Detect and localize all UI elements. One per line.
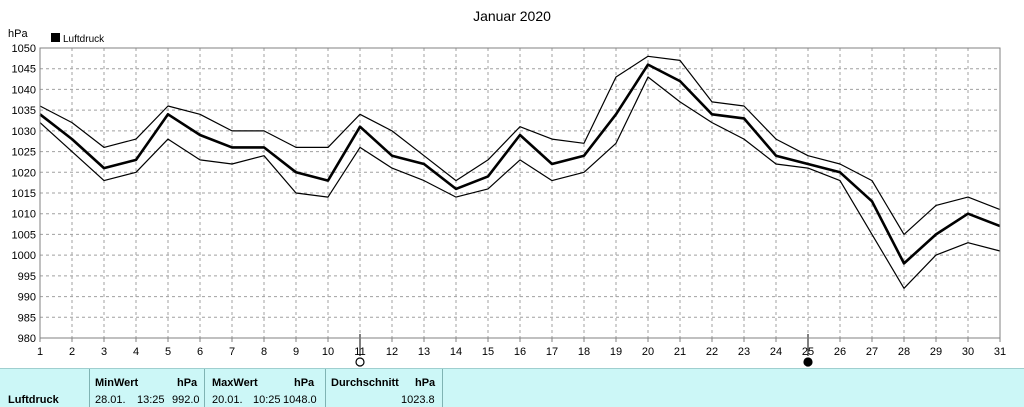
min-cell: MinWert hPa 28.01. 13:25 992.0 — [89, 369, 205, 407]
y-tick-label: 1015 — [12, 188, 36, 200]
y-tick-label: 980 — [18, 333, 36, 345]
x-tick-label: 2 — [69, 346, 75, 358]
x-tick-label: 18 — [578, 346, 590, 358]
min-header: MinWert — [95, 377, 139, 389]
x-tick-label: 16 — [514, 346, 526, 358]
x-tick-label: 10 — [322, 346, 334, 358]
x-tick-label: 29 — [930, 346, 942, 358]
max-time: 10:25 — [253, 394, 281, 406]
min-date: 28.01. — [95, 394, 126, 406]
full-moon-icon — [355, 357, 365, 367]
max-unit: hPa — [294, 377, 315, 389]
stats-panel: Luftdruck MinWert hPa 28.01. 13:25 992.0… — [0, 368, 1024, 407]
x-tick-label: 31 — [994, 346, 1006, 358]
max-date: 20.01. — [212, 394, 243, 406]
y-axis-label: hPa — [8, 28, 28, 40]
x-tick-label: 28 — [898, 346, 910, 358]
x-tick-label: 3 — [101, 346, 107, 358]
x-tick-label: 7 — [229, 346, 235, 358]
x-tick-label: 6 — [197, 346, 203, 358]
max-header: MaxWert — [212, 377, 258, 389]
x-tick-label: 21 — [674, 346, 686, 358]
pressure-chart: Januar 2020 hPa Luftdruck 98098599099510… — [8, 8, 1006, 367]
y-tick-label: 1010 — [12, 209, 36, 221]
series-line-upper — [39, 55, 1001, 235]
x-tick-label: 26 — [834, 346, 846, 358]
x-tick-label: 17 — [546, 346, 558, 358]
x-tick-label: 4 — [133, 346, 139, 358]
x-tick-label: 1 — [37, 346, 43, 358]
max-value: 1048.0 — [283, 394, 317, 406]
x-tick-label: 9 — [293, 346, 299, 358]
x-tick-label: 5 — [165, 346, 171, 358]
y-ticks: 980 985 990 995 1000 1005 1010 1015 1020 1025 1030… — [12, 43, 36, 345]
chart-title: Januar 2020 — [473, 8, 551, 24]
y-tick-label: 1020 — [12, 167, 36, 179]
x-tick-label: 14 — [450, 346, 462, 358]
stats-row-label: Luftdruck — [8, 394, 59, 406]
y-tick-label: 985 — [18, 312, 36, 324]
y-tick-label: 1040 — [12, 84, 36, 96]
x-tick-label: 22 — [706, 346, 718, 358]
y-tick-label: 1035 — [12, 105, 36, 117]
x-tick-label: 30 — [962, 346, 974, 358]
legend-swatch — [51, 33, 60, 42]
max-cell: MaxWert hPa 20.01. 10:25 1048.0 — [204, 369, 326, 407]
x-ticks: 1 2 3 4 5 6 7 8 9 10 11 12 13 14 15 16 17 18 19 20 21 22 23 24 2… — [37, 338, 1006, 358]
x-tick-label: 15 — [482, 346, 494, 358]
legend-label: Luftdruck — [63, 34, 105, 45]
grid — [40, 48, 1000, 338]
y-tick-label: 995 — [18, 271, 36, 283]
series-line-mean — [39, 63, 1001, 265]
y-tick-label: 1030 — [12, 126, 36, 138]
min-time: 13:25 — [137, 394, 165, 406]
avg-cell: Durchschnitt hPa 1023.8 — [325, 369, 443, 407]
y-tick-label: 1005 — [12, 229, 36, 241]
avg-unit: hPa — [415, 377, 436, 389]
min-unit: hPa — [177, 377, 198, 389]
y-tick-label: 1000 — [12, 250, 36, 262]
plot-frame — [39, 47, 1001, 339]
x-tick-label: 23 — [738, 346, 750, 358]
x-tick-label: 27 — [866, 346, 878, 358]
series-lines — [39, 55, 1001, 289]
y-tick-label: 1045 — [12, 64, 36, 76]
x-tick-label: 19 — [610, 346, 622, 358]
avg-value: 1023.8 — [401, 394, 435, 406]
y-tick-label: 1050 — [12, 43, 36, 55]
y-tick-label: 990 — [18, 292, 36, 304]
series-line-lower — [39, 76, 1001, 289]
x-tick-label: 24 — [770, 346, 782, 358]
x-tick-label: 12 — [386, 346, 398, 358]
new-moon-icon — [803, 357, 813, 367]
min-value: 992.0 — [172, 394, 200, 406]
y-tick-label: 1025 — [12, 147, 36, 159]
avg-header: Durchschnitt — [331, 377, 399, 389]
x-tick-label: 20 — [642, 346, 654, 358]
x-tick-label: 8 — [261, 346, 267, 358]
x-tick-label: 13 — [418, 346, 430, 358]
